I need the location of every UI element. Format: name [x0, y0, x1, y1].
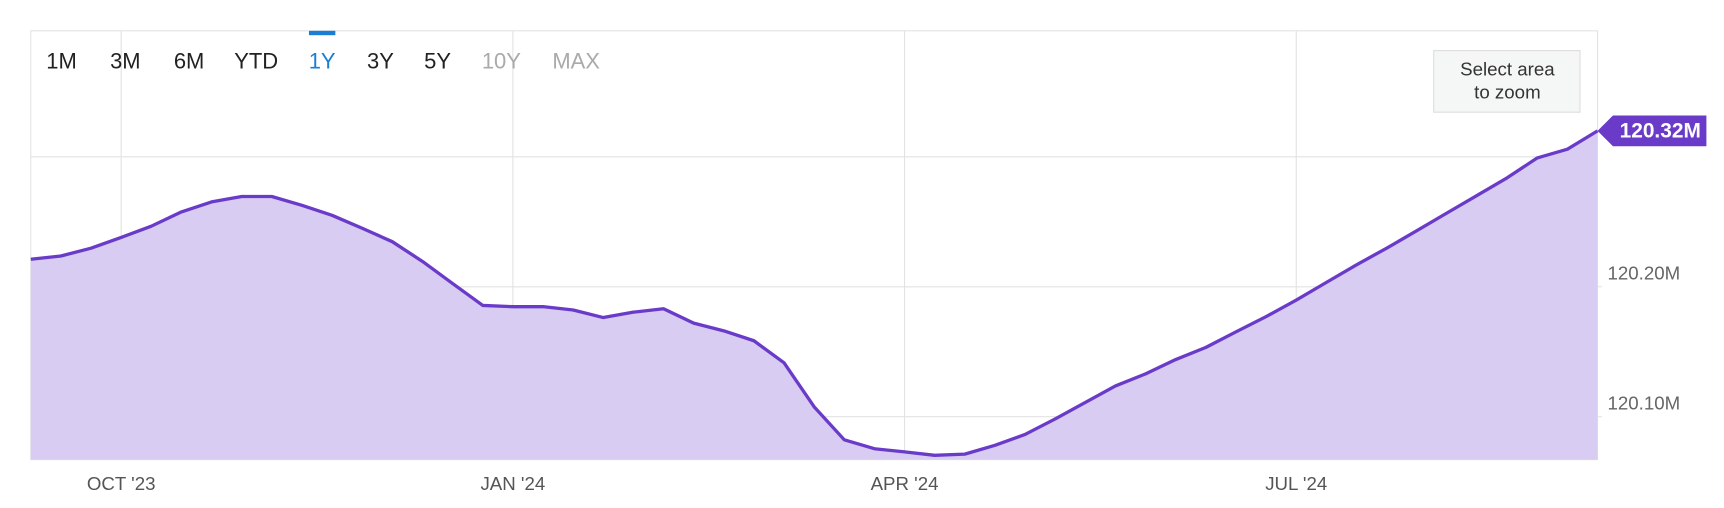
y-tick-label: 120.10M — [1607, 393, 1680, 414]
range-button[interactable]: 1M — [46, 49, 77, 74]
x-tick-label: JAN '24 — [480, 473, 545, 494]
current-value-badge — [1597, 115, 1707, 147]
range-button[interactable]: 6M — [174, 49, 205, 74]
area — [30, 130, 1598, 460]
zoom-button-text[interactable]: to zoom — [1474, 81, 1540, 102]
range-button[interactable]: 1Y — [309, 49, 336, 74]
x-tick-label: APR '24 — [871, 473, 939, 494]
range-button[interactable]: 3M — [110, 49, 141, 74]
line — [30, 129, 1599, 457]
range-button[interactable]: 3Y — [367, 49, 394, 74]
range-button: 10Y — [482, 49, 521, 74]
range-button[interactable]: 5Y — [424, 49, 451, 74]
zoom-button[interactable] — [1433, 50, 1581, 113]
x-tick-label: OCT '23 — [87, 473, 156, 494]
zoom-button-text[interactable]: Select area — [1460, 58, 1555, 79]
current-value-label: 120.32M — [1620, 119, 1701, 142]
y-tick-label: 120.20M — [1607, 263, 1680, 284]
range-button: MAX — [552, 49, 600, 74]
range-button[interactable]: YTD — [234, 49, 278, 74]
range-selected-bar — [308, 30, 336, 36]
x-tick-label: JUL '24 — [1265, 473, 1327, 494]
